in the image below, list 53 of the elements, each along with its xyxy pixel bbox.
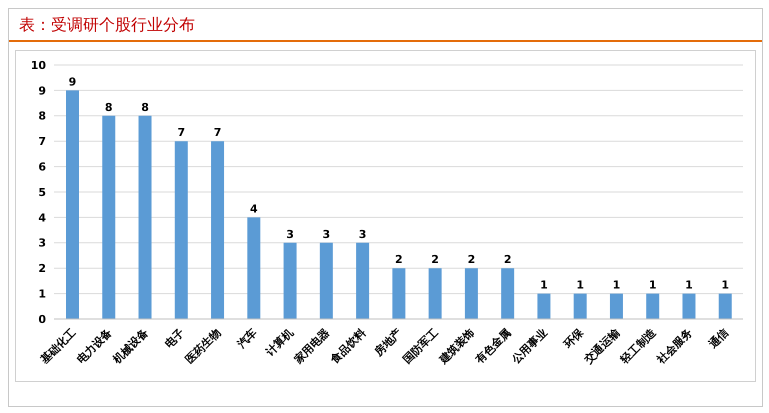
y-tick-label: 6 bbox=[38, 160, 46, 174]
bar bbox=[718, 294, 732, 319]
y-tick-label: 0 bbox=[38, 312, 46, 326]
data-label: 7 bbox=[214, 126, 222, 140]
data-label: 9 bbox=[68, 75, 76, 88]
bar bbox=[537, 294, 550, 319]
data-label: 4 bbox=[250, 202, 258, 216]
y-tick-label: 9 bbox=[38, 84, 46, 98]
y-tick-label: 8 bbox=[38, 110, 46, 123]
data-label: 8 bbox=[104, 100, 113, 114]
bar bbox=[320, 242, 333, 319]
y-tick-label: 7 bbox=[38, 135, 46, 148]
bar bbox=[464, 268, 478, 319]
y-tick-label: 1 bbox=[38, 288, 46, 301]
bar bbox=[574, 294, 587, 319]
y-tick-label: 2 bbox=[38, 262, 46, 276]
data-label: 3 bbox=[322, 228, 330, 241]
y-tick-label: 4 bbox=[38, 211, 46, 224]
bar bbox=[392, 268, 406, 319]
bar bbox=[646, 294, 660, 319]
y-tick-label: 10 bbox=[30, 58, 46, 72]
data-label: 1 bbox=[612, 278, 620, 292]
y-tick-label: 5 bbox=[38, 186, 46, 199]
data-label: 1 bbox=[576, 278, 584, 292]
data-label: 3 bbox=[358, 228, 366, 241]
x-tick-label: 汽车 bbox=[234, 326, 260, 352]
data-label: 1 bbox=[721, 278, 730, 292]
data-label: 8 bbox=[141, 100, 149, 114]
data-label: 2 bbox=[468, 253, 476, 266]
bar bbox=[682, 294, 696, 319]
bar bbox=[211, 141, 224, 319]
bar bbox=[284, 242, 297, 319]
x-tick-label: 通信 bbox=[706, 326, 731, 352]
bar bbox=[138, 116, 152, 319]
x-tick-label: 环保 bbox=[560, 325, 587, 352]
data-label: 2 bbox=[395, 253, 403, 266]
bar bbox=[501, 268, 514, 319]
data-label: 7 bbox=[177, 126, 186, 140]
bar bbox=[428, 268, 442, 319]
data-label: 1 bbox=[685, 278, 693, 292]
data-label: 2 bbox=[504, 253, 512, 266]
bar bbox=[356, 242, 370, 319]
bar bbox=[610, 294, 623, 319]
data-label: 1 bbox=[540, 278, 548, 292]
chart-title: 表：受调研个股行业分布 bbox=[9, 9, 762, 42]
bar bbox=[174, 141, 188, 319]
data-label: 3 bbox=[286, 228, 294, 241]
bar bbox=[247, 217, 260, 319]
bar bbox=[102, 116, 116, 319]
bar bbox=[66, 90, 79, 319]
data-label: 2 bbox=[431, 253, 439, 266]
y-tick-label: 3 bbox=[38, 236, 46, 250]
data-label: 1 bbox=[648, 278, 657, 292]
